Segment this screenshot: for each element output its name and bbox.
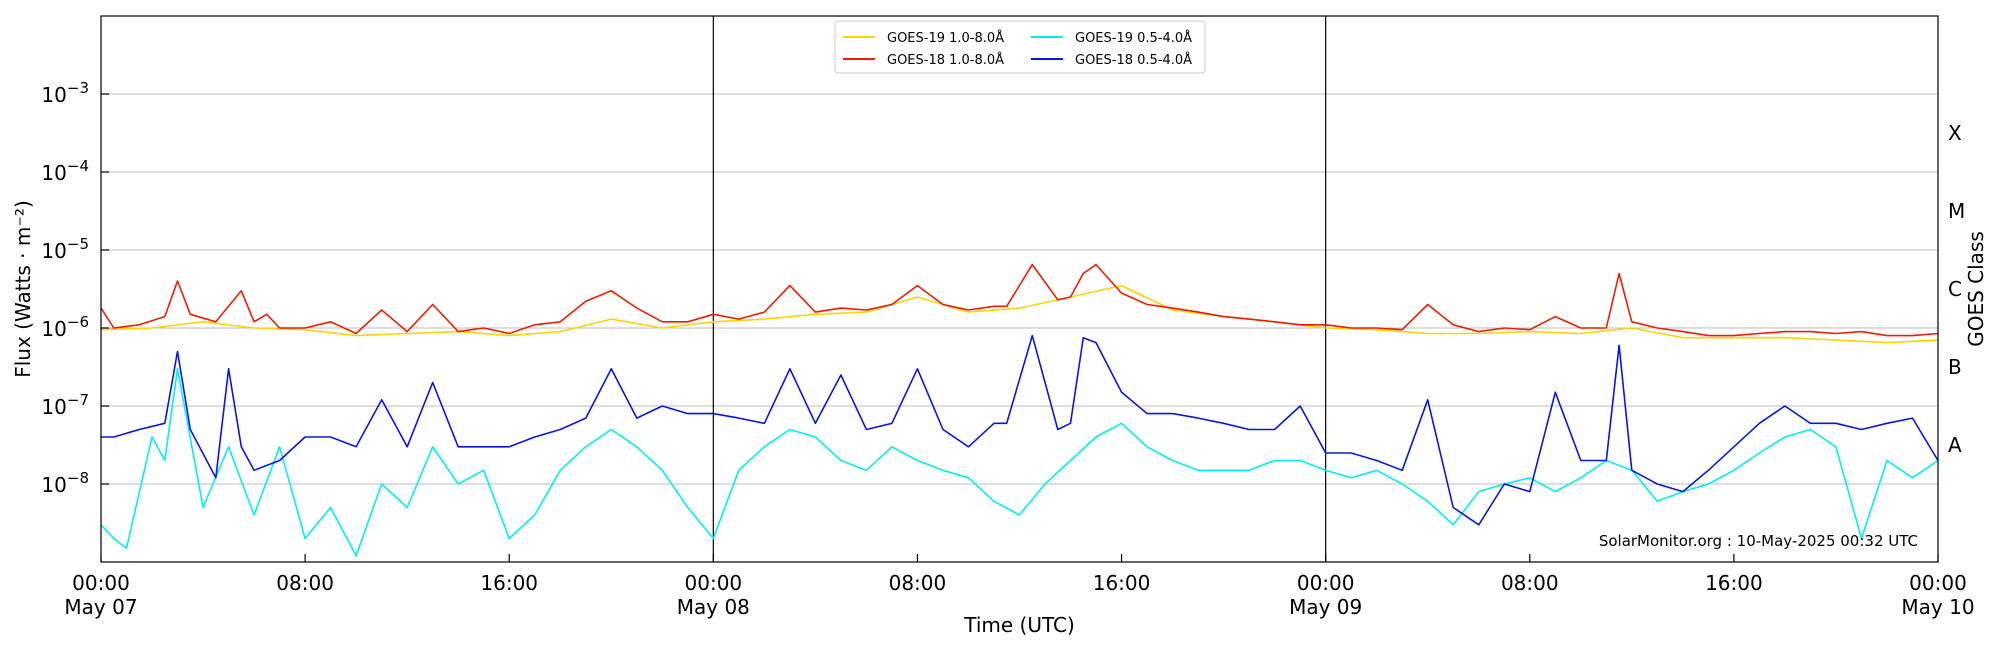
y-tick-label: 10−5 bbox=[41, 235, 89, 263]
x-tick-date-label: May 07 bbox=[64, 595, 137, 619]
x-tick-label: 00:00 bbox=[1909, 571, 1967, 595]
goes-class-labels: A B C M X bbox=[1948, 121, 1965, 457]
plot-series bbox=[100, 263, 1939, 557]
y-tick-label: 10−3 bbox=[41, 79, 89, 107]
x-tick-label: 00:00 bbox=[1297, 571, 1355, 595]
x-tick-label: 00:00 bbox=[685, 571, 743, 595]
goes-class-label: B bbox=[1948, 355, 1962, 379]
gridlines bbox=[101, 93, 1938, 485]
x-tick-label: 00:00 bbox=[72, 571, 130, 595]
x-tick-label: 16:00 bbox=[1093, 571, 1151, 595]
series-line-3 bbox=[101, 334, 1939, 526]
y-tick-label: 10−4 bbox=[41, 157, 89, 185]
series-line-2 bbox=[100, 367, 1939, 557]
y-axis-title: Flux (Watts · m⁻²) bbox=[11, 200, 35, 378]
x-tick-date-label: May 10 bbox=[1901, 595, 1974, 619]
goes-class-axis-title: GOES Class bbox=[1964, 231, 1988, 347]
y-tick-label: 10−7 bbox=[41, 391, 89, 419]
series-line-1 bbox=[100, 263, 1939, 337]
x-tick-label: 16:00 bbox=[480, 571, 538, 595]
x-tick-date-label: May 09 bbox=[1289, 595, 1362, 619]
y-axis-ticks: 10−8 10−7 10−6 10−5 10−4 10−3 bbox=[41, 79, 109, 497]
goes-class-label: A bbox=[1948, 433, 1962, 457]
legend-label: GOES-18 0.5-4.0Å bbox=[1075, 52, 1192, 68]
goes-class-label: M bbox=[1948, 199, 1965, 223]
y-tick-label: 10−6 bbox=[41, 313, 89, 341]
series-line-0 bbox=[100, 284, 1939, 344]
x-axis-title: Time (UTC) bbox=[963, 613, 1075, 637]
x-tick-label: 08:00 bbox=[1501, 571, 1559, 595]
credit-text: SolarMonitor.org : 10-May-2025 00:32 UTC bbox=[1599, 532, 1918, 550]
x-tick-label: 08:00 bbox=[889, 571, 947, 595]
y-tick-label: 10−8 bbox=[41, 469, 89, 497]
legend: GOES-19 1.0-8.0Å GOES-19 0.5-4.0Å GOES-18 … bbox=[834, 20, 1206, 74]
plot-frame bbox=[100, 15, 1939, 563]
goes-class-label: X bbox=[1948, 121, 1962, 145]
goes-class-label: C bbox=[1948, 277, 1962, 301]
legend-label: GOES-19 0.5-4.0Å bbox=[1075, 30, 1192, 46]
legend-label: GOES-18 1.0-8.0Å bbox=[887, 52, 1004, 68]
x-tick-label: 08:00 bbox=[276, 571, 334, 595]
x-tick-date-label: May 08 bbox=[677, 595, 750, 619]
legend-label: GOES-19 1.0-8.0Å bbox=[887, 30, 1004, 46]
x-tick-label: 16:00 bbox=[1705, 571, 1763, 595]
legend-box bbox=[834, 20, 1206, 74]
